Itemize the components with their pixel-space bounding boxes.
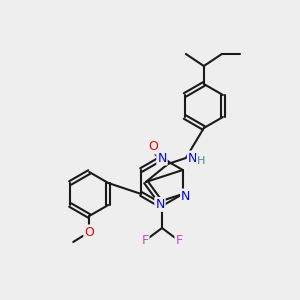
Text: O: O: [84, 226, 94, 238]
Text: N: N: [188, 152, 197, 164]
Text: N: N: [155, 198, 165, 211]
Text: O: O: [148, 140, 158, 154]
Text: F: F: [176, 235, 183, 248]
Text: H: H: [197, 156, 205, 166]
Text: F: F: [141, 235, 148, 248]
Text: N: N: [157, 152, 167, 164]
Text: N: N: [181, 190, 190, 202]
